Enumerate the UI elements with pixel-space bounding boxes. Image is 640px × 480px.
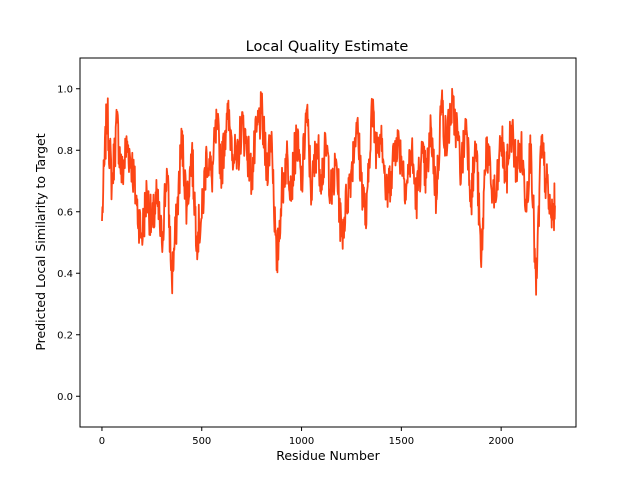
y-tick-label: 0.0 — [57, 392, 73, 403]
axes-frame — [79, 57, 577, 428]
y-axis: 0.0 0.2 0.4 0.6 0.8 1.0 — [57, 84, 80, 403]
y-tick-label: 1.0 — [57, 84, 73, 95]
plot-area — [101, 87, 556, 296]
x-tick-label: 0 — [99, 436, 105, 447]
x-axis-label: Residue Number — [276, 448, 380, 463]
series-line — [101, 87, 556, 296]
chart-title: Local Quality Estimate — [246, 39, 409, 55]
y-tick-label: 0.4 — [57, 269, 73, 280]
x-tick-label: 1000 — [289, 436, 314, 447]
y-tick-label: 0.8 — [57, 146, 73, 157]
y-tick-label: 0.2 — [57, 330, 73, 341]
x-tick-label: 500 — [192, 436, 211, 447]
x-tick-label: 2000 — [488, 436, 513, 447]
y-axis-label: Predicted Local Similarity to Target — [33, 133, 48, 350]
x-tick-label: 1500 — [389, 436, 414, 447]
x-axis: 0 500 1000 1500 2000 — [99, 427, 514, 447]
y-tick-label: 0.6 — [57, 207, 73, 218]
